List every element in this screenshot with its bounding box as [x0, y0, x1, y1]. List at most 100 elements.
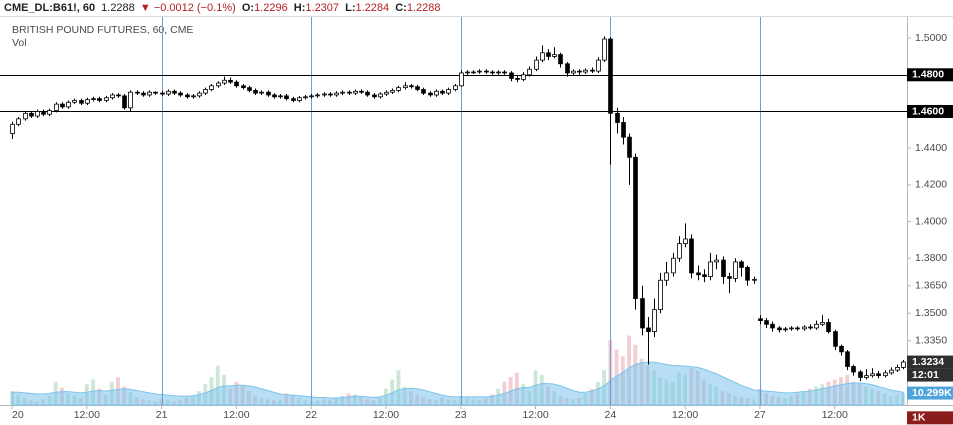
- candle-body: [496, 71, 501, 74]
- candle-body: [752, 278, 757, 281]
- candle-body: [502, 71, 507, 74]
- candle-body: [91, 98, 96, 100]
- last: 1.2288: [101, 2, 135, 14]
- candle-body: [558, 54, 563, 65]
- x-tick-label: 24: [605, 409, 617, 421]
- header: CME_DL:B61!, 60 1.2288 ▼ −0.0012 (−0.1%)…: [4, 2, 440, 14]
- candle-body: [66, 101, 71, 108]
- candle-body: [702, 274, 707, 277]
- candle-body: [347, 91, 352, 94]
- candle-body: [228, 79, 233, 83]
- candle-body: [203, 89, 208, 94]
- candle-body: [365, 91, 370, 96]
- candle-body: [322, 93, 327, 96]
- candle-body: [378, 93, 383, 98]
- candle-body: [459, 72, 464, 87]
- candle-body: [471, 71, 476, 74]
- ohlc-value: 1.2307: [305, 2, 339, 14]
- candle-body: [602, 38, 607, 61]
- candle-body: [72, 100, 77, 103]
- candle-body: [60, 103, 65, 108]
- candle-body: [615, 112, 620, 123]
- line-badge: [907, 104, 953, 118]
- candle-body: [814, 323, 819, 329]
- candle-body: [166, 90, 171, 95]
- ohlc-label: C:: [395, 2, 407, 14]
- x-tick-label: 12:00: [672, 409, 698, 421]
- candle-body: [851, 366, 856, 373]
- volume-badge-label: 10.299K: [912, 387, 952, 399]
- candle-body: [216, 82, 221, 87]
- candle-body: [777, 327, 782, 331]
- volume-ma-area: [11, 361, 904, 406]
- candle-body: [116, 94, 121, 97]
- ohlc-label: H:: [294, 2, 306, 14]
- candle-body: [29, 112, 34, 117]
- candle-body: [272, 94, 277, 98]
- candle-body: [789, 327, 794, 330]
- candle-body: [209, 85, 214, 90]
- candle-body: [783, 328, 788, 331]
- candle-body: [440, 90, 445, 94]
- candle-body: [652, 309, 657, 333]
- candle-body: [415, 86, 420, 90]
- x-tick-label: 23: [455, 409, 467, 421]
- candle-body: [621, 122, 626, 138]
- candle-body: [733, 261, 738, 279]
- candle-body: [895, 366, 900, 371]
- line-badge-label: 1.4600: [912, 105, 944, 117]
- volume-bar: [390, 379, 395, 405]
- candle-body: [328, 93, 333, 96]
- candle-body: [147, 91, 152, 96]
- candle-body: [490, 71, 495, 74]
- candle-body: [141, 92, 146, 96]
- candle-body: [521, 74, 526, 80]
- candle-body: [808, 326, 813, 329]
- y-tick-label: 1.4000: [915, 215, 947, 227]
- candle-body: [185, 94, 190, 98]
- candle-body: [222, 79, 227, 84]
- candle-body: [23, 112, 28, 120]
- candle-body: [453, 85, 458, 90]
- candle-body: [515, 78, 520, 80]
- candle-body: [234, 81, 239, 87]
- candle-body: [259, 91, 264, 94]
- candle-body: [303, 96, 308, 99]
- volume-bar: [215, 365, 220, 405]
- x-tick-label: 12:00: [373, 409, 399, 421]
- candle-body: [608, 38, 613, 114]
- volume-badge: [907, 386, 953, 400]
- candle-body: [284, 95, 289, 100]
- candle-body: [534, 59, 539, 70]
- candle-body: [484, 70, 489, 73]
- candle-body: [409, 85, 414, 88]
- candle-body: [421, 89, 426, 94]
- candle-body: [677, 243, 682, 259]
- candle-body: [97, 98, 102, 101]
- last-price-badge-label: 1.3234: [912, 356, 944, 368]
- volume-bar: [396, 370, 401, 405]
- candle-body: [191, 95, 196, 98]
- x-tick-label: 21: [156, 409, 168, 421]
- candle-body: [434, 90, 439, 96]
- candle-body: [664, 272, 669, 281]
- candle-body: [552, 54, 557, 57]
- candle-body: [178, 92, 183, 96]
- candle-body: [359, 90, 364, 93]
- candle-body: [745, 267, 750, 281]
- x-tick-label: 12:00: [74, 409, 100, 421]
- candle-body: [845, 351, 850, 367]
- candle-body: [689, 238, 694, 274]
- ohlc-value: 1.2288: [407, 2, 441, 14]
- x-tick-label: 22: [305, 409, 317, 421]
- candle-body: [546, 52, 551, 57]
- candle-body: [571, 70, 576, 74]
- candle-body: [696, 272, 701, 276]
- line-badge: [907, 68, 953, 82]
- y-tick-label: 1.3350: [915, 335, 947, 347]
- candle-body: [291, 98, 296, 101]
- candle-body: [35, 111, 40, 117]
- candle-body: [153, 91, 158, 94]
